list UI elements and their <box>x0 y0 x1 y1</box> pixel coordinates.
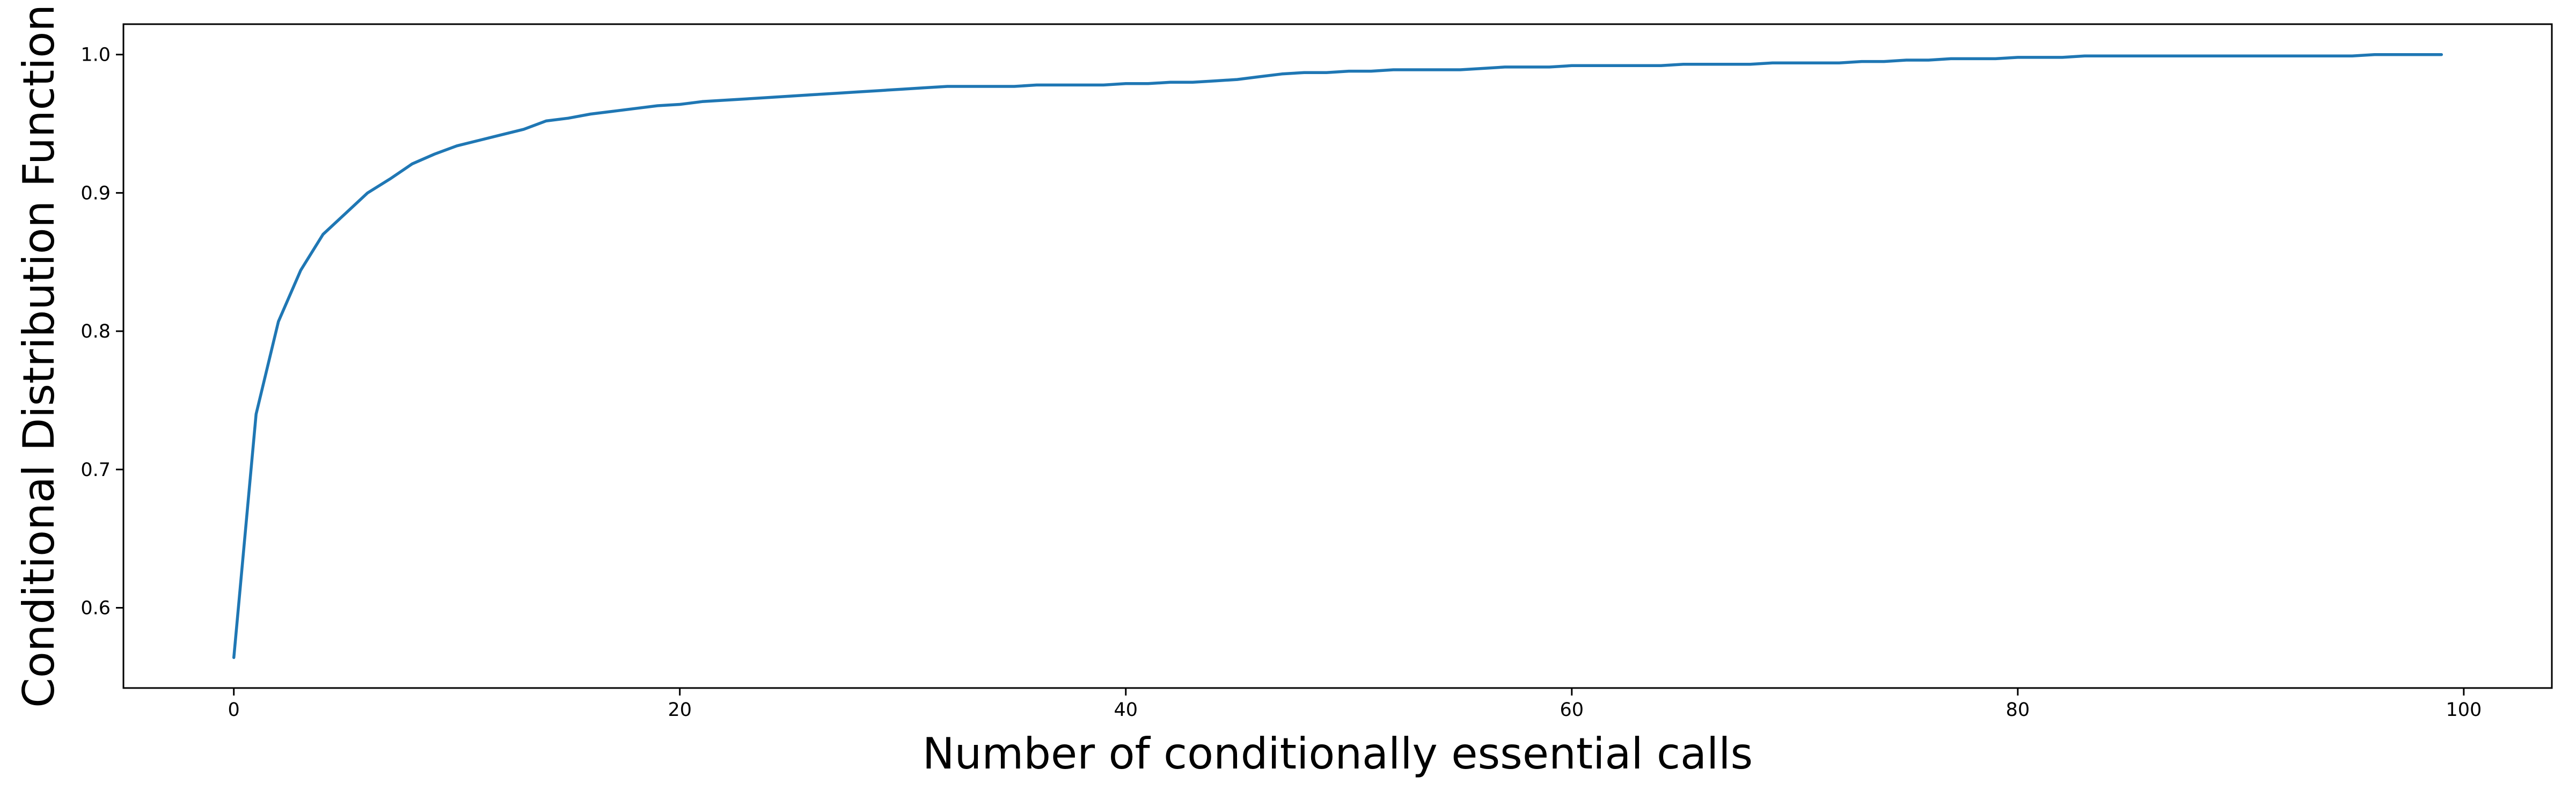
y-tick-label: 1.0 <box>80 45 111 66</box>
y-tick-label: 0.8 <box>80 321 111 342</box>
x-axis-title: Number of conditionally essential calls <box>923 729 1753 779</box>
axes-frame <box>122 23 2553 689</box>
y-tick-label: 0.7 <box>80 459 111 481</box>
x-tick-label: 60 <box>1560 699 1584 721</box>
x-tick-label: 80 <box>2006 699 2030 721</box>
y-tick-label: 0.6 <box>80 598 111 619</box>
plot-area <box>232 53 2443 660</box>
y-tick-label: 0.9 <box>80 182 111 204</box>
x-tick-label: 0 <box>228 699 240 721</box>
y-axis-title: Conditional Distribution Function <box>14 4 64 708</box>
x-tick-label: 20 <box>668 699 692 721</box>
x-tick-label: 100 <box>2446 699 2482 721</box>
axis-ticks: 0 20 40 60 80 100 0.6 0.7 0.8 0.9 1.0 <box>80 45 2482 721</box>
x-tick-label: 40 <box>1114 699 1138 721</box>
cdf-series-line <box>232 53 2443 660</box>
